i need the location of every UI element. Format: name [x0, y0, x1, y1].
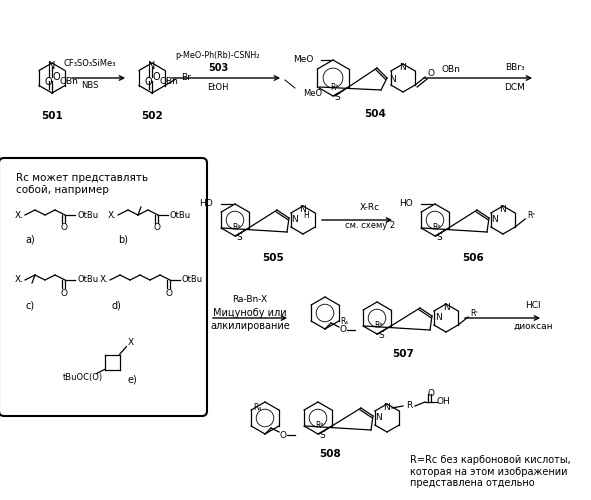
- Text: HO: HO: [199, 200, 213, 208]
- Text: c): c): [25, 300, 34, 310]
- Text: N: N: [389, 76, 397, 84]
- Text: X-Rc: X-Rc: [360, 204, 380, 212]
- Text: 506: 506: [462, 253, 484, 263]
- Text: Rₛ: Rₛ: [341, 318, 349, 326]
- Text: N: N: [499, 206, 506, 214]
- Text: OBn: OBn: [59, 78, 78, 86]
- Text: N: N: [492, 216, 498, 224]
- Text: O: O: [427, 390, 434, 398]
- Text: N: N: [384, 404, 391, 412]
- Text: O: O: [280, 430, 287, 440]
- Text: O: O: [60, 224, 67, 232]
- Text: CF₃SO₃SiMe₃: CF₃SO₃SiMe₃: [64, 60, 116, 68]
- Text: O: O: [52, 72, 60, 82]
- Text: Rᵇ: Rᵇ: [233, 224, 241, 232]
- Text: O: O: [152, 72, 160, 82]
- Text: S: S: [319, 432, 325, 440]
- Text: OtBu: OtBu: [77, 276, 98, 284]
- Text: Rᵇ: Rᵇ: [375, 322, 384, 330]
- Text: O: O: [60, 288, 67, 298]
- Text: 508: 508: [319, 449, 341, 459]
- Text: O: O: [154, 224, 161, 232]
- Text: N: N: [148, 61, 155, 71]
- Text: O: O: [44, 77, 52, 87]
- Text: 501: 501: [41, 111, 63, 121]
- Text: R: R: [406, 402, 412, 410]
- Text: HO: HO: [400, 200, 413, 208]
- Text: Rᶜ: Rᶜ: [470, 308, 478, 318]
- Text: 504: 504: [364, 109, 386, 119]
- Text: OBn: OBn: [441, 64, 460, 74]
- Text: N: N: [443, 304, 449, 312]
- Text: MeO: MeO: [293, 56, 313, 64]
- Text: Rᵇ: Rᵇ: [316, 422, 324, 430]
- Text: S: S: [334, 92, 340, 102]
- Text: H: H: [303, 212, 309, 220]
- Text: d): d): [111, 300, 121, 310]
- Text: 503: 503: [208, 63, 228, 73]
- Text: OtBu: OtBu: [77, 210, 98, 220]
- Text: диоксан: диоксан: [513, 322, 553, 330]
- Text: Rₐ: Rₐ: [253, 404, 261, 412]
- Text: S: S: [236, 234, 242, 242]
- Text: N: N: [291, 216, 298, 224]
- Text: N: N: [434, 314, 441, 322]
- Text: Rᶜ: Rᶜ: [527, 210, 535, 220]
- Text: X.: X.: [100, 276, 109, 284]
- Text: O: O: [339, 326, 346, 334]
- Text: собой, например: собой, например: [16, 185, 109, 195]
- Text: см. схему 2: см. схему 2: [345, 220, 395, 230]
- Text: X.: X.: [15, 276, 24, 284]
- Text: a): a): [25, 235, 35, 245]
- Text: NBS: NBS: [82, 82, 99, 90]
- Text: O: O: [144, 77, 152, 87]
- Text: N: N: [400, 64, 407, 72]
- Text: OtBu: OtBu: [182, 276, 203, 284]
- Text: S: S: [436, 234, 442, 242]
- Text: S: S: [378, 332, 384, 340]
- Text: 505: 505: [262, 253, 284, 263]
- Text: Rc может представлять: Rc может представлять: [16, 173, 148, 183]
- Text: 507: 507: [392, 349, 414, 359]
- Text: OtBu: OtBu: [170, 210, 191, 220]
- Text: p-MeO-Ph(Rb)-CSNH₂: p-MeO-Ph(Rb)-CSNH₂: [176, 52, 260, 60]
- Text: Мицунобу или: Мицунобу или: [213, 308, 287, 318]
- Text: R=Rc без карбоновой кислоты,
которая на этом изображении
представлена отдельно: R=Rc без карбоновой кислоты, которая на …: [410, 455, 571, 488]
- Text: Rᵇ: Rᵇ: [331, 82, 339, 92]
- Text: MeO: MeO: [303, 90, 322, 98]
- Text: 502: 502: [141, 111, 163, 121]
- Text: O: O: [428, 68, 434, 78]
- Text: Ra-Bn-X: Ra-Bn-X: [232, 296, 268, 304]
- Text: N: N: [48, 61, 56, 71]
- Text: EtOH: EtOH: [207, 84, 229, 92]
- Text: алкилирование: алкилирование: [210, 321, 290, 331]
- Text: HCl: HCl: [525, 302, 541, 310]
- Text: Br: Br: [181, 73, 191, 82]
- Text: Rᵇ: Rᵇ: [433, 224, 441, 232]
- Text: DCM: DCM: [505, 84, 525, 92]
- Text: N: N: [376, 414, 382, 422]
- Text: X.: X.: [15, 210, 24, 220]
- Text: X.: X.: [108, 210, 117, 220]
- Text: tBuOC(O): tBuOC(O): [63, 373, 103, 382]
- FancyBboxPatch shape: [0, 158, 207, 416]
- Text: e): e): [127, 374, 137, 384]
- Text: N: N: [300, 206, 306, 214]
- Text: X: X: [128, 338, 134, 347]
- Text: OBn: OBn: [159, 78, 178, 86]
- Text: O: O: [165, 288, 173, 298]
- Text: b): b): [118, 235, 128, 245]
- Text: OH: OH: [436, 398, 450, 406]
- Text: BBr₃: BBr₃: [505, 64, 525, 72]
